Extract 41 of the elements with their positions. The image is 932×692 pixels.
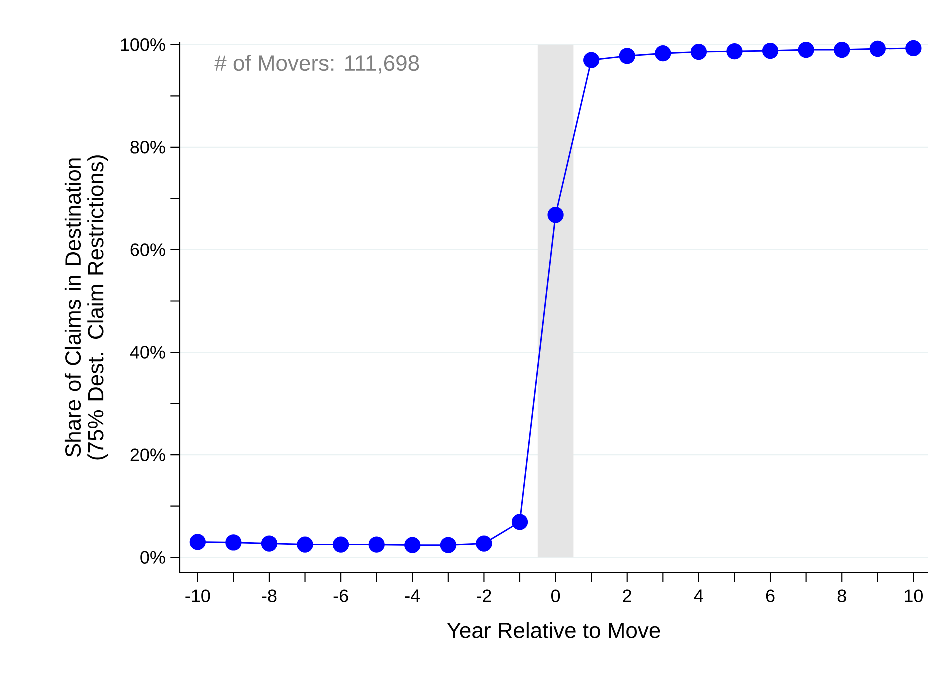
- annotation: # of Movers: 111,698: [214, 55, 420, 74]
- x-axis-title: Year Relative to Move: [447, 622, 660, 638]
- x-tick-label: 0: [551, 590, 560, 602]
- point: [762, 42, 779, 60]
- point: [297, 536, 314, 553]
- x-tick-label: -8: [262, 590, 277, 602]
- y-tick-label: 60%: [130, 244, 166, 256]
- x-tick-label: -2: [477, 590, 492, 602]
- y-tick-label: 0%: [140, 551, 166, 564]
- x-tick-label: -10: [186, 590, 210, 602]
- x-tick-label: 2: [623, 590, 632, 602]
- x-tick-label: -4: [405, 590, 420, 602]
- y-tick-label: 80%: [130, 141, 166, 154]
- x-tick-label: 10: [905, 590, 923, 602]
- point: [870, 40, 886, 58]
- point: [726, 43, 743, 60]
- point: [368, 536, 385, 553]
- point: [834, 42, 850, 58]
- point: [690, 44, 708, 60]
- y-axis-title: Share of Claims in Destination (75% Dest. Claim Restrictions): [64, 156, 108, 460]
- point: [261, 536, 278, 552]
- x-tick-label: 4: [694, 590, 704, 602]
- point: [906, 40, 922, 57]
- point: [512, 514, 528, 530]
- x-tick-label: 8: [838, 590, 846, 602]
- point: [655, 46, 672, 62]
- point: [548, 207, 564, 224]
- y-tick-label: 20%: [130, 448, 166, 462]
- y-tick-label: 100%: [121, 38, 166, 52]
- point: [476, 536, 492, 552]
- point: [404, 537, 421, 554]
- point: [798, 42, 814, 58]
- point: [619, 48, 636, 64]
- point: [332, 536, 350, 553]
- point: [584, 52, 600, 68]
- x-tick-label: -6: [334, 590, 348, 602]
- point: [440, 537, 456, 554]
- y-tick-label: 40%: [130, 346, 166, 359]
- point: [226, 534, 242, 551]
- point: [190, 534, 206, 550]
- x-tick-label: 6: [766, 590, 775, 602]
